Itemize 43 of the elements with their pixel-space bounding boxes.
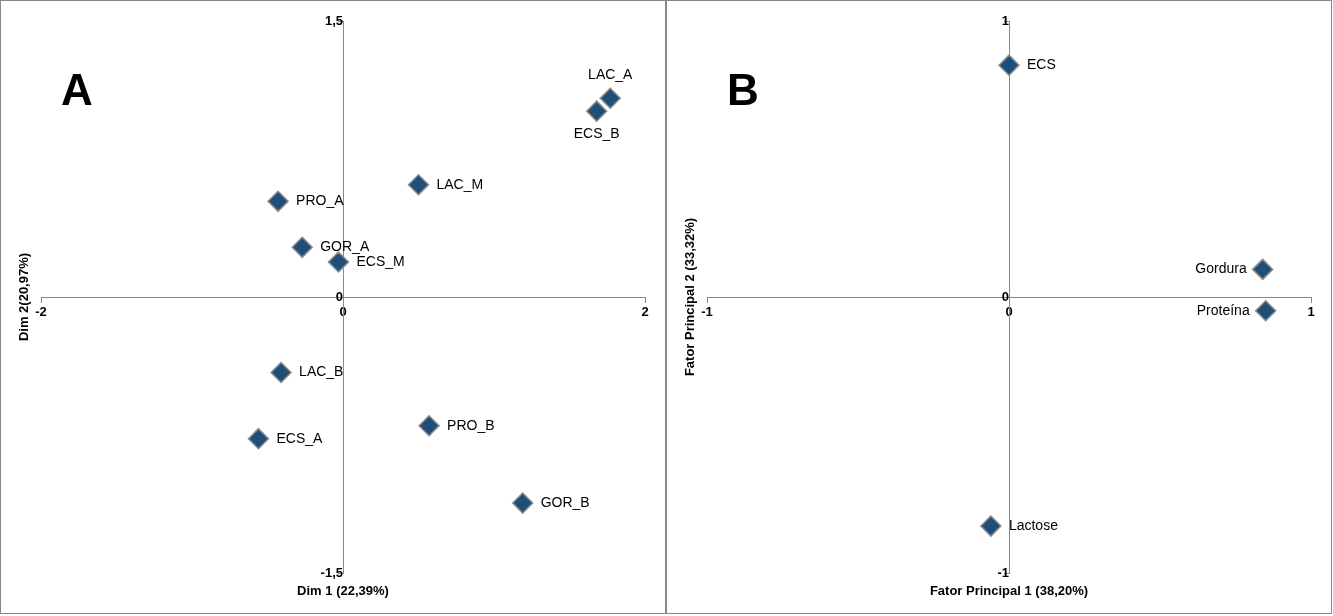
point [270, 361, 292, 384]
point [998, 54, 1020, 76]
annotation: PRO_B [447, 416, 495, 433]
annotation: ECS [1027, 56, 1056, 73]
annotation: ECS_M [356, 252, 405, 269]
point [291, 236, 313, 259]
y-tick-label: 1,5 [324, 12, 343, 28]
y-axis-title: Dim 2(20,97%) [15, 252, 31, 342]
y-tick-label: -1 [997, 564, 1009, 580]
annotation: B [727, 65, 759, 115]
annotation: LAC_A [588, 66, 634, 83]
y-tick-label: 0 [335, 288, 343, 304]
point [599, 87, 622, 110]
annotation: Proteína [1196, 301, 1250, 318]
point [267, 190, 289, 213]
point [980, 515, 1002, 537]
point [1251, 258, 1274, 281]
annotation: LAC_B [299, 363, 344, 380]
y-tick-label: 0 [1001, 288, 1009, 304]
y-axis-title: Fator Principal 2 (33,32%) [681, 217, 697, 377]
annotation: GOR_A [320, 238, 370, 255]
annotation: Lactose [1008, 516, 1059, 533]
x-tick-label: 1 [1307, 304, 1315, 320]
x-axis-title: Dim 1 (22,39%) [297, 583, 389, 598]
point [407, 174, 430, 196]
point [247, 427, 270, 450]
y-tick-label: -1,5 [320, 564, 343, 580]
point [1254, 300, 1277, 322]
point [511, 492, 534, 514]
annotation: LAC_M [436, 175, 484, 192]
annotation: GOR_B [540, 493, 590, 510]
point [418, 415, 440, 437]
point [585, 100, 608, 122]
annotation: ECS_A [276, 429, 324, 446]
x-axis-title: Fator Principal 1 (38,20%) [929, 583, 1089, 598]
x-tick-label: -2 [35, 304, 47, 320]
y-tick-label: 1 [1001, 12, 1009, 28]
annotation: PRO_A [296, 192, 345, 209]
annotation: Gordura [1195, 260, 1247, 277]
x-tick-label: 2 [641, 304, 649, 320]
x-tick-label: -1 [701, 304, 713, 320]
annotation: A [61, 65, 93, 115]
annotation: ECS_B [573, 125, 620, 142]
